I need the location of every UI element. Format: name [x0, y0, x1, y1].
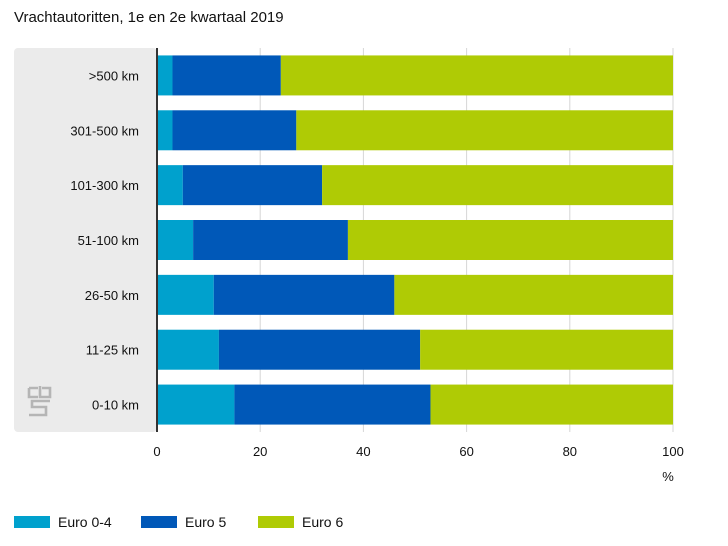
bar-segment — [218, 329, 421, 370]
legend-swatch — [258, 516, 294, 528]
bar-segment — [420, 329, 673, 370]
bars-layer — [157, 55, 673, 425]
bar-segment — [182, 165, 323, 206]
cbs-logo-icon — [27, 386, 52, 417]
bar-segment — [234, 384, 431, 425]
bar-segment — [213, 274, 395, 315]
category-axis-panel — [14, 48, 157, 432]
category-label: 301-500 km — [70, 123, 139, 138]
legend-label: Euro 6 — [302, 514, 344, 530]
bar-segment — [157, 110, 173, 151]
x-tick-label: 0 — [153, 444, 160, 459]
legend-swatch — [141, 516, 177, 528]
x-tick-label: 20 — [253, 444, 267, 459]
bar-segment — [157, 384, 235, 425]
bar-segment — [394, 274, 673, 315]
x-axis-unit-label: % — [662, 469, 674, 484]
legend-item-euro-0-4: Euro 0-4 — [14, 512, 112, 532]
bar-segment — [157, 274, 214, 315]
bar-segment — [157, 55, 173, 96]
category-label: 51-100 km — [78, 233, 139, 248]
x-tick-label: 60 — [459, 444, 473, 459]
category-label: 101-300 km — [70, 178, 139, 193]
bar-segment — [157, 329, 219, 370]
legend-swatch — [14, 516, 50, 528]
category-label: 0-10 km — [92, 398, 139, 413]
legend-item-euro-5: Euro 5 — [141, 512, 226, 532]
category-label: 11-25 km — [86, 343, 139, 358]
bar-segment — [347, 220, 673, 260]
category-labels: >500 km 301-500 km 101-300 km 51-100 km 26-5… — [70, 68, 139, 412]
bar-segment — [193, 220, 348, 260]
bar-segment — [280, 55, 673, 96]
category-label: 26-50 km — [85, 288, 139, 303]
category-label: >500 km — [89, 68, 139, 83]
bar-segment — [172, 55, 281, 96]
bar-segment — [172, 110, 297, 151]
legend-item-euro-6: Euro 6 — [258, 512, 343, 532]
bar-segment — [430, 384, 673, 425]
x-tick-label: 40 — [356, 444, 370, 459]
bar-segment — [322, 165, 673, 206]
chart-title: Vrachtautoritten, 1e en 2e kwartaal 2019 — [14, 9, 284, 26]
stacked-bar-chart: >500 km 301-500 km 101-300 km 51-100 km 26-5… — [14, 48, 684, 484]
bar-segment — [296, 110, 673, 151]
x-tick-label: 100 — [662, 444, 684, 459]
tick-labels: 0 20 40 60 80 100 — [153, 444, 683, 459]
bar-segment — [157, 220, 194, 260]
bar-segment — [157, 165, 183, 206]
legend-label: Euro 5 — [185, 514, 227, 530]
legend-label: Euro 0-4 — [58, 514, 112, 530]
x-tick-label: 80 — [563, 444, 577, 459]
